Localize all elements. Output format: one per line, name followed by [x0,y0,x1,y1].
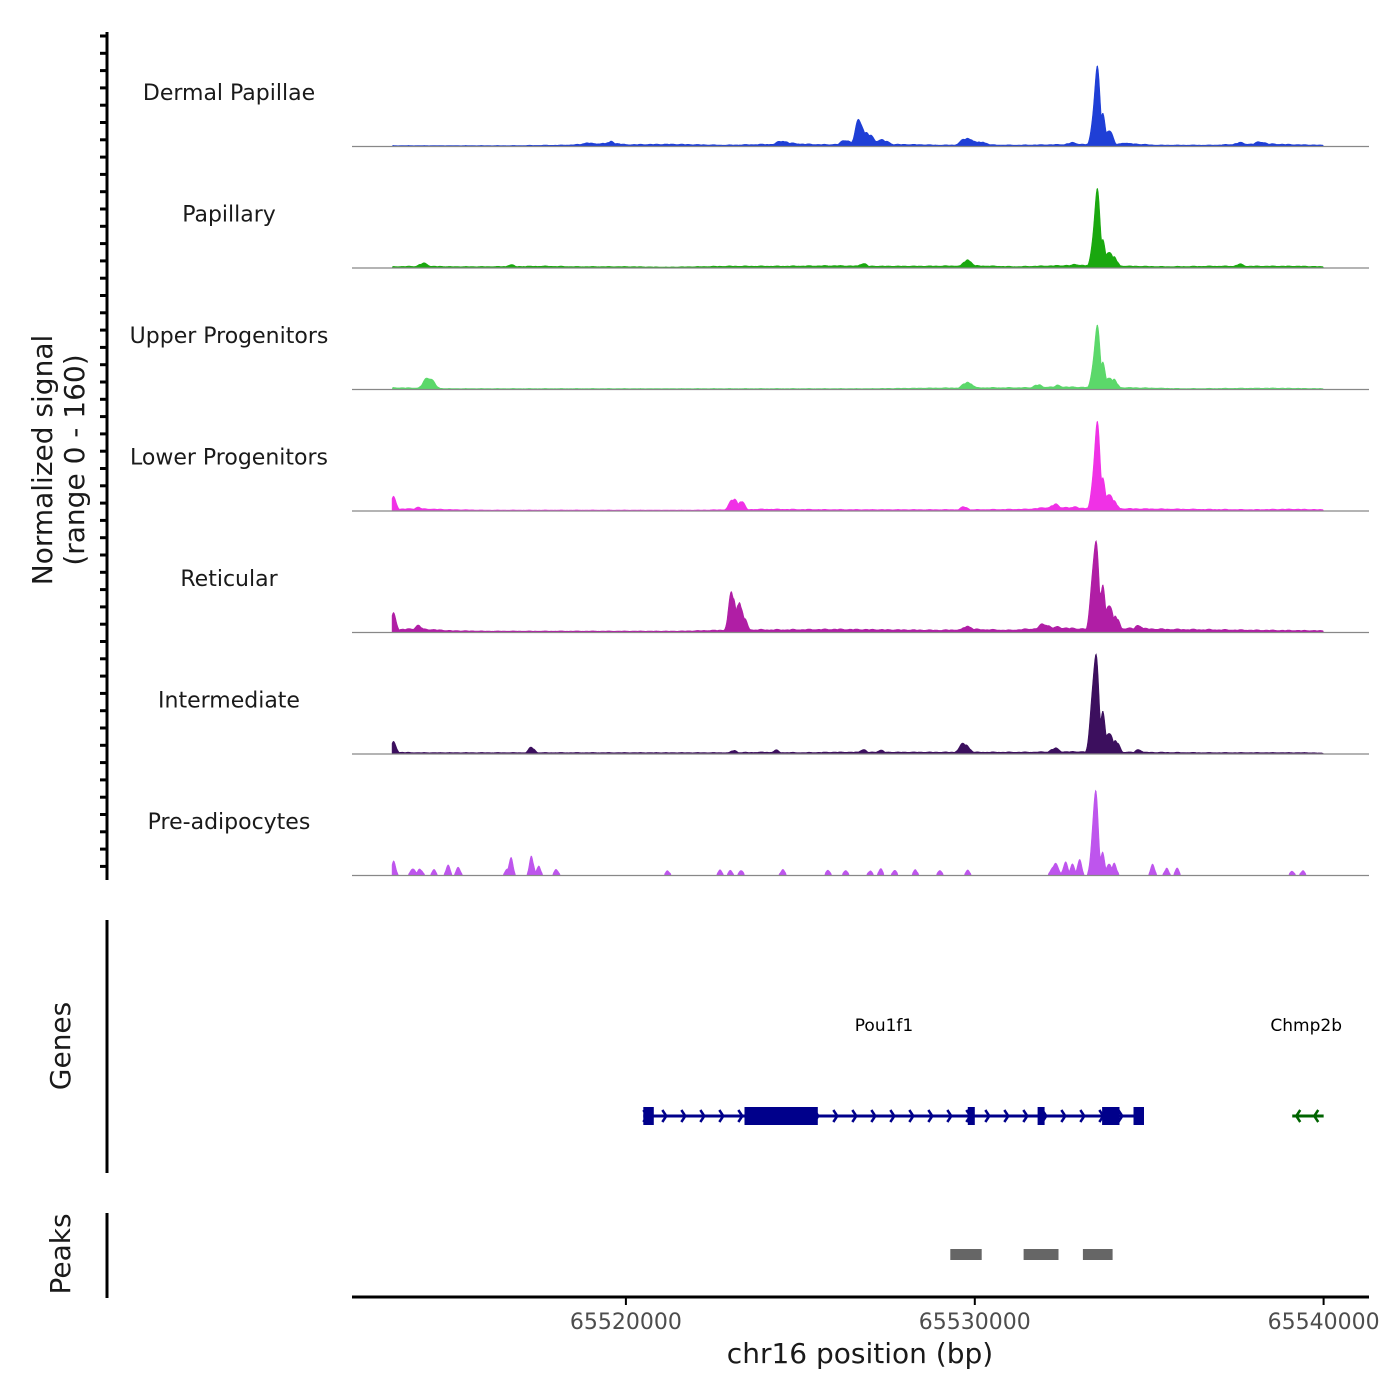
genes-panel-label: Genes [44,1002,77,1090]
track-label: Intermediate [158,689,300,714]
x-axis-ticks: 65520000 65530000 65540000 [570,1297,1380,1335]
x-tick-label: 65540000 [1268,1310,1380,1335]
track-lower-progenitors: Lower Progenitors [130,420,1369,512]
track-intermediate: Intermediate [158,653,1369,755]
x-tick-label: 65530000 [919,1310,1031,1335]
track-upper-progenitors: Upper Progenitors [130,324,1369,391]
exon [967,1107,975,1125]
y-axis-subtitle: (range 0 - 160) [58,354,91,565]
strand-arrow [1294,1109,1302,1123]
strand-arrow [946,1109,953,1123]
peaks-panel-label: Peaks [44,1213,77,1294]
x-tick-label: 65520000 [570,1310,682,1335]
signal-area [391,65,1325,147]
strand-arrow [870,1109,877,1123]
exon [1102,1107,1120,1125]
gene-label: Pou1f1 [855,1016,913,1036]
strand-arrow [908,1109,915,1123]
signal-area [391,539,1325,633]
peak-region [950,1249,982,1260]
strand-arrow [699,1109,706,1123]
exon [1037,1107,1045,1125]
strand-arrow [851,1109,858,1123]
peak-region [1082,1249,1113,1260]
track-label: Lower Progenitors [130,446,328,471]
gene-annotations: Pou1f1 Chmp2b [642,1016,1342,1125]
signal-area [391,789,1324,876]
track-label: Reticular [180,567,278,592]
track-reticular: Reticular [180,539,1369,634]
y-axis-title: Normalized signal [26,335,59,586]
strand-arrow [832,1109,839,1123]
strand-arrow [1022,1109,1029,1123]
strand-arrow [1117,1109,1124,1123]
signal-area [391,420,1325,512]
strand-arrow [1079,1109,1086,1123]
track-label: Upper Progenitors [130,324,329,349]
strand-arrow [737,1109,744,1123]
signal-area [391,324,1325,390]
strand-arrow [1312,1109,1320,1123]
strand-arrow [984,1109,991,1123]
track-label: Papillary [182,203,276,228]
peak-regions [950,1249,1113,1260]
signal-axis-ticks [100,34,107,868]
signal-area [391,188,1325,269]
exon [1133,1107,1144,1125]
track-label: Pre-adipocytes [148,810,311,835]
signal-area [391,653,1325,755]
strand-arrow [927,1109,934,1123]
track-dermal-papillae: Dermal Papillae [143,65,1369,148]
strand-arrow [1060,1109,1067,1123]
signal-tracks: Dermal Papillae Papillary Upper Progenitor… [130,65,1369,877]
gene-chmp2b: Chmp2b [1270,1016,1342,1123]
strand-arrow [661,1109,668,1123]
strand-arrow [889,1109,896,1123]
peak-region [1023,1249,1059,1260]
exon [744,1107,818,1125]
track-pre-adipocytes: Pre-adipocytes [148,789,1369,877]
gene-pou1f1: Pou1f1 [642,1016,1144,1125]
exon [643,1107,654,1125]
strand-arrow [680,1109,687,1123]
x-axis-title: chr16 position (bp) [727,1337,993,1370]
track-label: Dermal Papillae [143,81,315,106]
track-papillary: Papillary [182,188,1369,269]
gene-label: Chmp2b [1270,1016,1342,1036]
strand-arrow [1003,1109,1010,1123]
strand-arrow [718,1109,725,1123]
